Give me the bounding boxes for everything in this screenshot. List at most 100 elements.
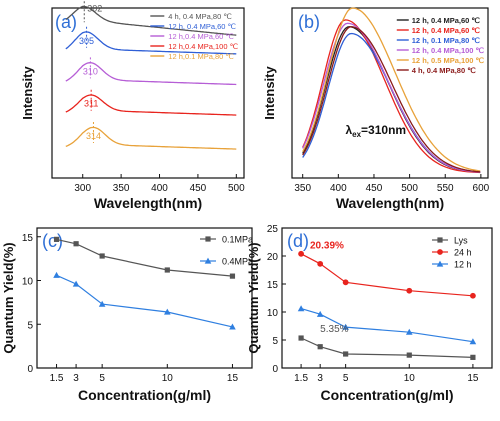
plot-frame [51, 7, 245, 179]
peak-label: 310 [83, 66, 98, 76]
peak-label: 302 [87, 3, 102, 13]
data-point [317, 344, 323, 350]
x-tick-label: 500 [401, 183, 418, 194]
x-tick-label: 400 [151, 183, 168, 194]
x-tick-label: 5 [343, 373, 349, 384]
peak-label: 311 [84, 99, 98, 109]
x-tick-label: 10 [162, 373, 174, 384]
x-tick-label: 300 [74, 183, 91, 194]
data-point [316, 310, 324, 317]
data-point [205, 236, 211, 242]
data-point [342, 279, 349, 286]
data-point [343, 351, 349, 357]
y-axis-label: Intensity [262, 66, 277, 120]
spectrum-line [65, 31, 237, 55]
data-point [470, 292, 476, 299]
legend-label: 12 h,0.4 MPa,60 ℃ [168, 32, 234, 41]
x-tick-label: 3 [317, 373, 323, 384]
x-axis-label: Wavelength(nm) [94, 195, 202, 211]
data-point [229, 323, 236, 330]
x-tick-label: 600 [473, 183, 490, 194]
x-tick-label: 3 [73, 373, 79, 384]
data-point [99, 253, 105, 259]
peak-label: 305 [79, 36, 94, 46]
legend-label: 12 h, 0.4 MPa,60 ℃ [168, 22, 236, 31]
x-tick-label: 550 [437, 183, 454, 194]
y-tick-label: 25 [267, 224, 279, 235]
panel-label: (a) [55, 12, 77, 32]
data-point [98, 300, 106, 307]
legend-label: 12 h, 0.1 MPa,80 ℃ [412, 36, 481, 45]
data-point [405, 328, 413, 335]
y-tick-label: 20 [267, 252, 279, 263]
legend-label: 12 h, 0.5 MPa,100 ℃ [412, 56, 485, 65]
y-tick-label: 15 [267, 280, 279, 291]
spectrum-line [65, 126, 237, 150]
plot-frame [36, 227, 253, 369]
panel-label: (d) [287, 231, 309, 251]
legend-label: 12 h,0.1 MPa,80 ℃ [168, 52, 234, 61]
y-tick-label: 0 [27, 364, 33, 375]
x-tick-label: 1.5 [294, 373, 308, 384]
x-tick-label: 350 [294, 183, 311, 194]
y-tick-label: 10 [267, 308, 279, 319]
legend-label: 4 h, 0.4 MPa,80 ℃ [168, 12, 232, 21]
spectrum-line [65, 62, 237, 86]
legend-label: 0.4MPa [222, 257, 253, 267]
data-point [342, 323, 349, 330]
y-tick-label: 10 [22, 277, 34, 288]
x-tick-label: 15 [467, 373, 479, 384]
legend-label: 24 h [454, 248, 472, 258]
legend-label: 12 h, 0.4 MPa,60 ℃ [412, 16, 481, 25]
y-tick-label: 0 [272, 364, 278, 375]
panel-label: (c) [42, 231, 63, 251]
x-tick-label: 400 [330, 183, 347, 194]
y-axis-label: Quantum Yield(%) [246, 242, 261, 353]
data-point [73, 241, 79, 247]
x-axis-label: Wavelength(nm) [336, 195, 444, 211]
y-axis-label: Quantum Yield(%) [1, 242, 16, 353]
data-point [164, 267, 170, 273]
panel-label: (b) [298, 12, 320, 32]
data-point [436, 260, 444, 267]
spectrum-line [65, 94, 237, 116]
x-tick-label: 450 [190, 183, 207, 194]
series-line [300, 253, 473, 297]
data-point [406, 352, 412, 358]
y-axis-label: Intensity [20, 66, 35, 120]
x-tick-label: 10 [404, 373, 416, 384]
data-point [204, 257, 212, 264]
plot-frame [281, 227, 493, 369]
x-tick-label: 500 [228, 183, 245, 194]
x-tick-label: 450 [366, 183, 383, 194]
series-line [56, 238, 233, 277]
plot-frame [291, 7, 489, 179]
spectrum-line [65, 5, 237, 36]
y-tick-label: 5 [272, 336, 278, 347]
legend-label: 12 h [454, 260, 472, 270]
series-line [56, 274, 233, 328]
legend-label: 12 h,0.4 MPa,100 ℃ [168, 42, 238, 51]
spectrum-line [302, 26, 481, 173]
data-point [437, 249, 443, 255]
data-point [469, 338, 477, 345]
spectrum-line [302, 19, 481, 174]
x-axis-label: Concentration(g/ml) [321, 387, 454, 403]
data-point [72, 280, 80, 287]
x-tick-label: 1.5 [50, 373, 64, 384]
data-point [298, 335, 304, 341]
legend-label: Lys [454, 236, 468, 246]
legend-label: 4 h, 0.4 MPa,80 ℃ [412, 66, 476, 75]
data-point [298, 250, 304, 257]
x-tick-label: 15 [227, 373, 239, 384]
peak-label: 314 [86, 131, 101, 141]
annotation-lambda: λex=310nm [345, 123, 406, 139]
x-axis-label: Concentration(g/ml) [78, 387, 211, 403]
data-point [229, 273, 236, 279]
data-point [470, 354, 476, 360]
data-annotation: 5.35% [320, 324, 348, 335]
legend-label: 12 h, 0.4 MPa,100 ℃ [412, 46, 485, 55]
data-point [53, 236, 60, 242]
data-point [406, 287, 413, 294]
